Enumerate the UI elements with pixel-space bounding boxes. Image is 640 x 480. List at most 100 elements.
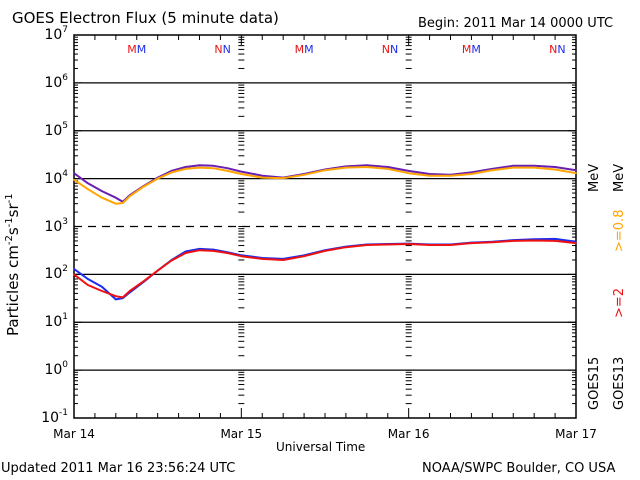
- data-point: [115, 298, 117, 301]
- data-point: [240, 173, 243, 175]
- data-point: [428, 244, 431, 246]
- data-point: [226, 170, 229, 172]
- begin-time: Begin: 2011 Mar 14 0000 UTC: [418, 16, 614, 31]
- y-tick-base: 10: [44, 218, 63, 235]
- data-point: [212, 250, 215, 252]
- data-point: [87, 188, 89, 191]
- y-tick-base: 10: [41, 410, 60, 426]
- y-tick-label: 105: [28, 121, 68, 139]
- data-point: [533, 239, 535, 242]
- data-point: [101, 190, 103, 192]
- data-point: [407, 243, 410, 245]
- data-point: [533, 165, 535, 167]
- data-point: [184, 168, 187, 170]
- data-point: [324, 250, 326, 252]
- data-point: [407, 170, 410, 172]
- data-point: [345, 166, 347, 169]
- data-point: [73, 172, 75, 174]
- legend-ge08-unit: MeV: [612, 163, 627, 192]
- data-point: [386, 243, 389, 246]
- y-label-exponent: -1: [4, 193, 15, 204]
- plot-frame: [73, 34, 577, 419]
- data-point: [87, 284, 89, 286]
- data-point: [575, 242, 577, 244]
- y-tick-label: 100: [28, 361, 68, 379]
- series-line: [73, 239, 577, 299]
- data-point: [87, 182, 89, 185]
- data-point: [73, 268, 75, 270]
- data-point: [240, 255, 243, 257]
- y-tick-base: 10: [44, 74, 63, 91]
- data-point: [101, 196, 103, 199]
- data-point: [324, 169, 326, 171]
- series-line: [73, 166, 577, 205]
- data-point: [449, 244, 452, 246]
- y-tick-exponent: 1: [62, 312, 68, 323]
- chart-title: GOES Electron Flux (5 minute data): [12, 9, 279, 27]
- data-point: [386, 166, 389, 168]
- y-tick-base: 10: [44, 362, 63, 379]
- data-point: [575, 169, 577, 171]
- y-tick-base: 10: [44, 122, 63, 139]
- x-tick-label: Mar 15: [220, 427, 263, 441]
- x-tick-label: Mar 17: [555, 427, 597, 441]
- data-point: [554, 166, 556, 168]
- data-point: [122, 202, 124, 204]
- data-point: [261, 174, 264, 177]
- updated-timestamp: Updated 2011 Mar 16 23:56:24 UTC: [1, 461, 236, 476]
- legend-goes15: GOES15: [587, 356, 602, 410]
- marker-goes15: N: [389, 43, 399, 56]
- event-marker: NN: [549, 44, 565, 56]
- data-point: [184, 252, 187, 254]
- data-point: [240, 170, 243, 173]
- event-marker: NN: [214, 44, 230, 56]
- data-point: [128, 290, 131, 292]
- data-point: [122, 296, 124, 299]
- y-tick-exponent: 4: [62, 168, 68, 179]
- y-tick-base: 10: [44, 27, 63, 43]
- data-point: [366, 244, 368, 246]
- marker-goes15: M: [471, 43, 481, 56]
- y-label-text: sr: [4, 203, 22, 218]
- y-label-exponent: -1: [4, 217, 15, 228]
- data-point: [303, 174, 305, 176]
- series-line: [73, 237, 577, 301]
- data-point: [170, 259, 173, 262]
- marker-goes15: M: [304, 43, 314, 56]
- data-point: [128, 195, 131, 197]
- marker-goes13: N: [214, 43, 223, 56]
- y-label-text: Particles cm: [4, 245, 22, 336]
- y-axis-label: Particles cm-2s-1sr-1: [4, 193, 22, 336]
- data-point: [101, 290, 103, 292]
- event-marker: MM: [127, 44, 146, 56]
- marker-goes15: N: [557, 43, 566, 56]
- data-point: [198, 164, 201, 167]
- x-tick-label: Mar 16: [387, 427, 430, 441]
- data-point: [303, 255, 305, 257]
- y-tick-exponent: 2: [62, 264, 68, 275]
- data-point: [226, 167, 229, 170]
- y-label-text: s: [4, 227, 22, 236]
- y-tick-label: 101: [28, 312, 68, 331]
- data-point: [345, 246, 347, 248]
- data-point: [512, 166, 515, 169]
- event-marker: MM: [295, 44, 314, 56]
- y-tick-label: 103: [28, 217, 68, 235]
- data-point: [87, 278, 89, 280]
- data-point: [554, 238, 556, 240]
- data-point: [170, 171, 173, 174]
- data-point: [212, 167, 215, 170]
- legend-ge08: >=0.8: [612, 209, 627, 252]
- data-point: [142, 280, 145, 283]
- data-point: [407, 172, 410, 174]
- marker-goes15: M: [136, 43, 147, 56]
- data-point: [491, 169, 494, 171]
- data-point: [554, 168, 556, 171]
- data-point: [198, 166, 201, 169]
- data-point: [73, 273, 75, 276]
- data-point: [101, 286, 103, 288]
- data-point: [470, 171, 473, 174]
- data-point: [156, 177, 159, 180]
- data-point: [282, 177, 284, 180]
